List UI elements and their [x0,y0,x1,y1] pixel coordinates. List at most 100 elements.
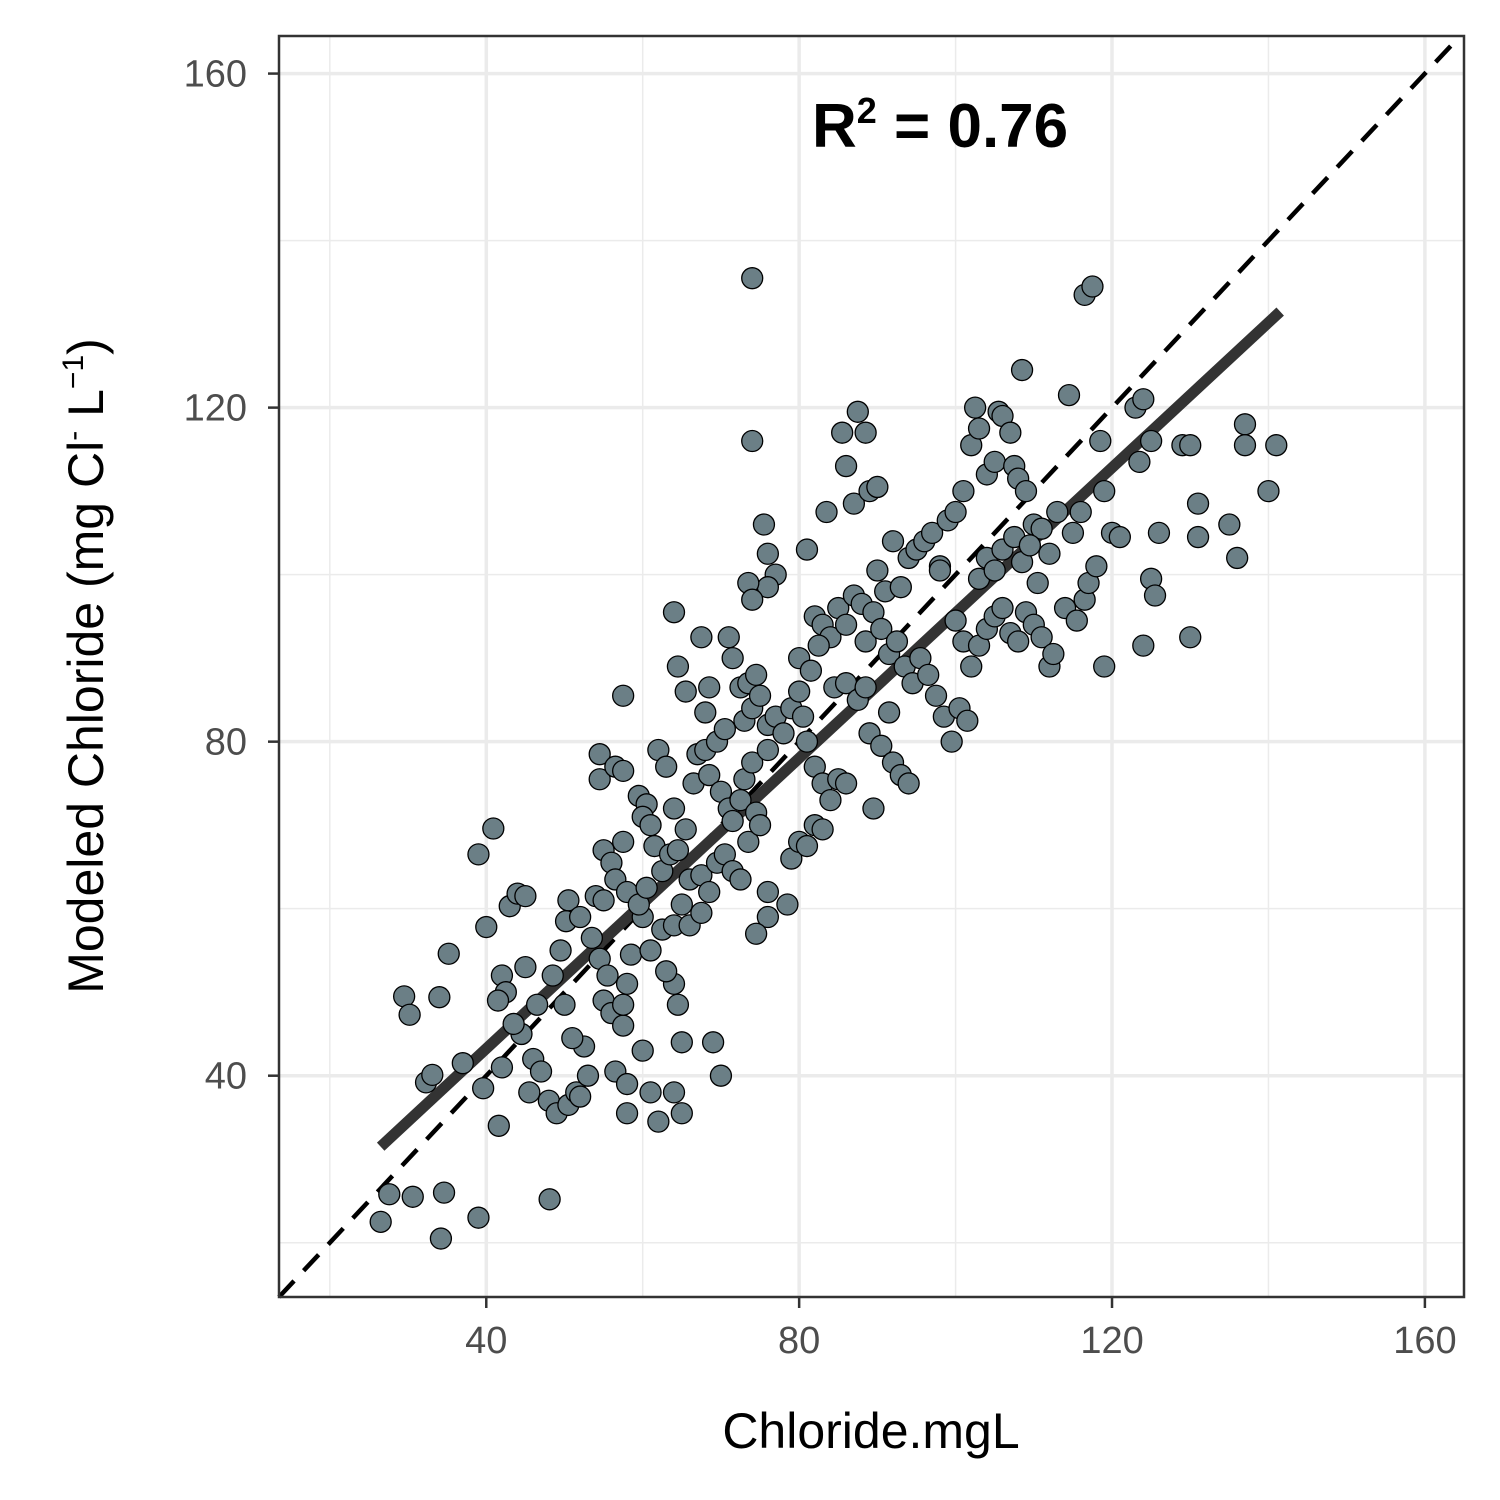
data-point [756,880,780,904]
data-point [721,809,744,833]
data-point [647,1110,670,1133]
data-point [776,893,799,916]
data-point [392,985,416,1008]
data-point [398,1003,421,1026]
x-tick-label: 160 [1393,1320,1456,1362]
data-point [588,768,611,791]
data-point [1143,584,1167,607]
data-point [924,684,948,707]
data-point [842,492,866,515]
minor-gridlines [279,36,1464,1297]
data-point [1218,513,1241,536]
data-point [529,1060,553,1083]
data-point [690,626,713,649]
data-point [756,738,780,762]
data-point [889,576,912,599]
data-point [1093,479,1116,503]
data-point [983,450,1006,474]
data-point [670,1031,693,1054]
reference-lines [277,34,1462,1299]
data-point [799,659,823,682]
data-point [881,530,905,553]
data-point [741,267,764,290]
data-point [490,1056,514,1079]
data-point [748,814,772,837]
data-point [1139,429,1163,453]
data-point [897,772,920,795]
data-point [568,1085,592,1108]
data-point [795,538,819,561]
data-point [834,772,858,795]
data-point [944,500,967,524]
data-point [1179,434,1202,457]
data-point [952,479,975,503]
data-point [815,500,838,524]
data-point [690,901,713,925]
data-point [369,1210,392,1233]
data-point [514,955,537,979]
data-point [401,1185,424,1208]
data-point [862,797,885,820]
data-point [612,1014,635,1037]
data-point [561,1026,584,1050]
data-point [737,830,760,854]
data-point [1007,630,1030,653]
data-point [854,421,877,444]
x-tick-label: 40 [465,1320,507,1362]
data-point [1065,609,1088,632]
data-point [846,400,869,423]
data-point [698,676,721,699]
data-point [1108,525,1131,549]
data-point [502,1012,525,1036]
data-point [662,797,686,820]
data-point [741,588,764,611]
axis-ticks [268,72,1427,1308]
data-point [666,655,690,678]
data-point [709,1064,733,1087]
data-point [429,1227,453,1250]
data-point [870,734,893,757]
data-point [549,939,572,962]
data-point [877,701,901,724]
data-point [615,972,639,995]
data-point [576,1064,600,1087]
data-point [662,601,686,624]
data-point [655,960,678,983]
data-point [1018,534,1042,557]
data-point [592,889,615,912]
y-tick-label: 40 [205,1056,247,1098]
data-point [514,885,537,908]
data-point [482,817,505,840]
data-point [960,655,983,678]
data-point [854,676,877,699]
data-point [1081,275,1104,298]
data-point [1186,525,1210,549]
data-point [612,993,635,1016]
data-point [612,830,635,854]
data-point [670,1102,693,1125]
data-points [369,267,1288,1250]
data-point [1179,626,1202,649]
data-point [741,429,764,453]
data-point [741,751,764,774]
data-point [940,730,963,753]
data-point [1128,450,1151,474]
data-point [1061,521,1085,545]
data-point [1046,500,1069,524]
data-point [854,630,877,653]
data-point [752,513,776,536]
data-point [662,1081,686,1104]
data-point [811,818,834,841]
y-tick-label: 120 [184,388,247,430]
data-point [928,559,952,582]
x-tick-label: 80 [778,1320,820,1362]
data-point [580,926,604,950]
data-point [487,1114,510,1137]
data-point [1026,571,1049,595]
data-point [432,1181,456,1204]
data-point [866,475,889,499]
data-point [639,1081,662,1104]
data-point [1030,517,1053,540]
data-point [428,986,451,1009]
